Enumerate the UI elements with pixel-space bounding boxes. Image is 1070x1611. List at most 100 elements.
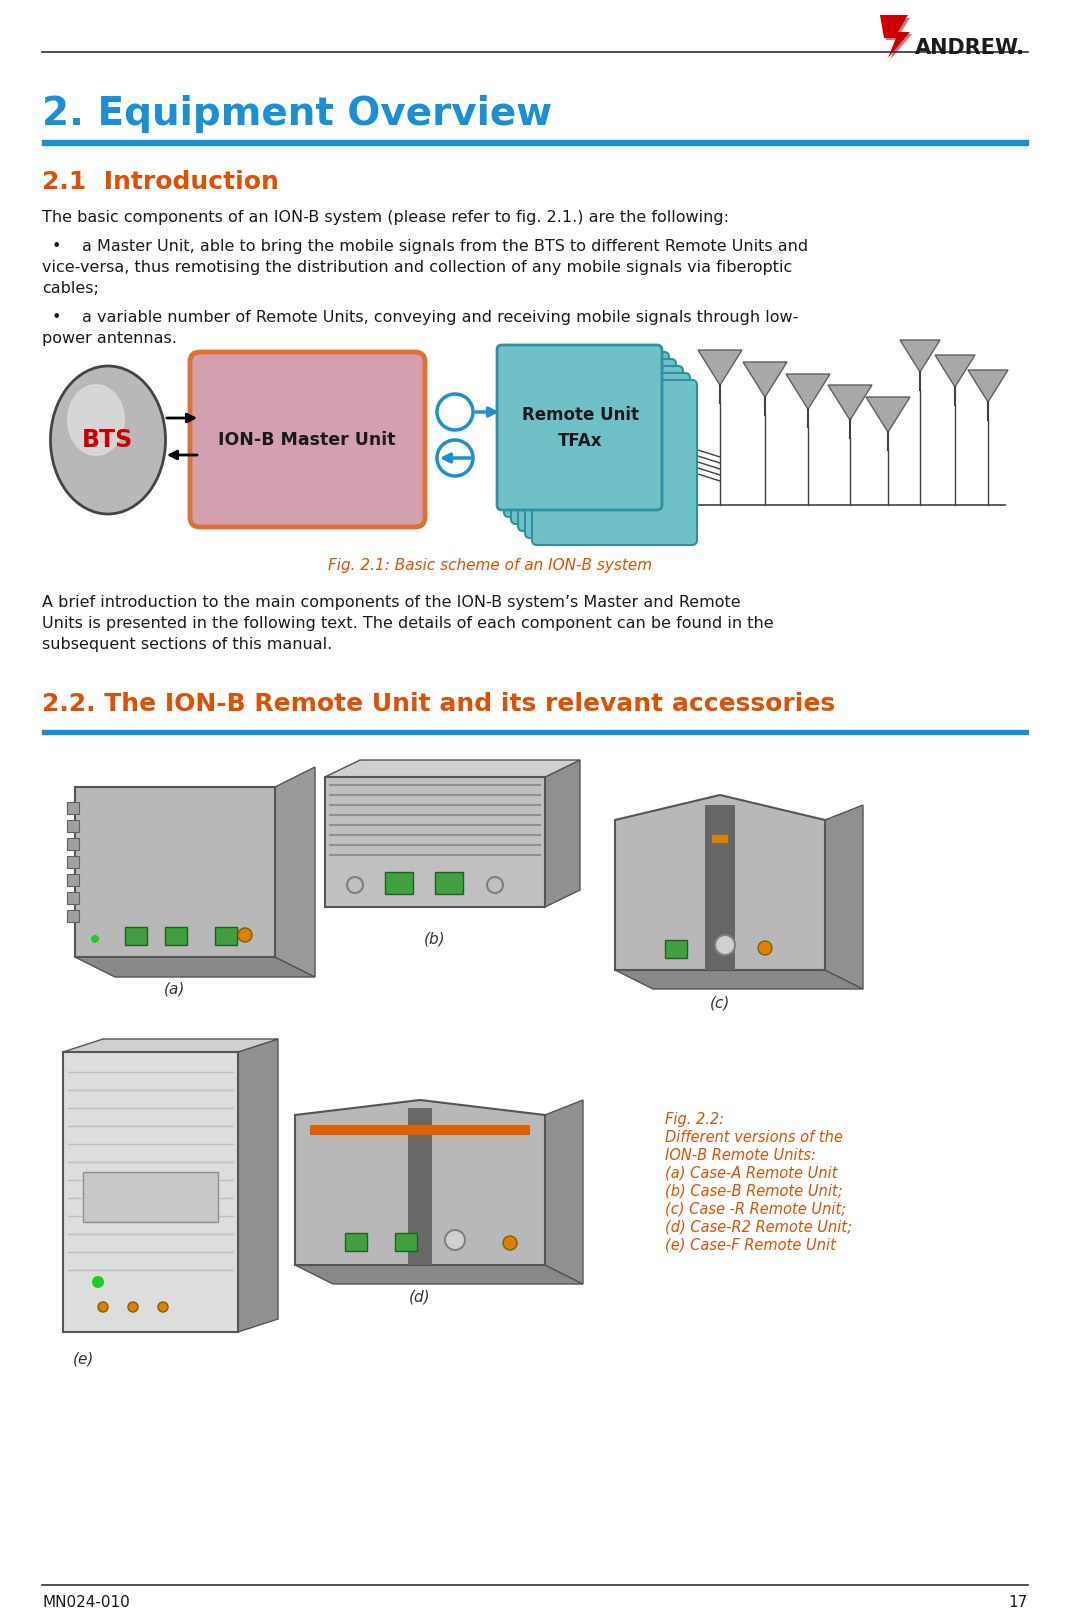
Text: 17: 17: [1009, 1595, 1028, 1609]
Text: Units is presented in the following text. The details of each component can be f: Units is presented in the following text…: [42, 615, 774, 632]
Text: (e): (e): [73, 1352, 94, 1368]
Polygon shape: [295, 1100, 545, 1265]
Text: •: •: [52, 309, 61, 325]
FancyBboxPatch shape: [518, 366, 683, 532]
Bar: [67, 855, 79, 868]
Circle shape: [92, 1276, 104, 1289]
Text: cables;: cables;: [42, 280, 98, 296]
Text: (d): (d): [409, 1290, 431, 1305]
Polygon shape: [615, 794, 825, 970]
Polygon shape: [743, 362, 788, 398]
Polygon shape: [238, 1039, 278, 1332]
Text: (a) Case-A Remote Unit: (a) Case-A Remote Unit: [664, 1166, 838, 1181]
Polygon shape: [698, 350, 742, 385]
Bar: [42, 730, 1028, 735]
Text: BTS: BTS: [82, 429, 134, 453]
Text: ION-B Remote Units:: ION-B Remote Units:: [664, 1149, 816, 1163]
Bar: [385, 872, 413, 894]
Circle shape: [445, 1231, 465, 1250]
Text: (c): (c): [709, 996, 730, 1010]
Bar: [83, 1171, 218, 1223]
Polygon shape: [880, 14, 910, 58]
Bar: [165, 926, 187, 946]
Polygon shape: [63, 1039, 278, 1052]
Bar: [67, 820, 79, 831]
Text: vice-versa, thus remotising the distribution and collection of any mobile signal: vice-versa, thus remotising the distribu…: [42, 259, 792, 275]
Bar: [408, 1108, 432, 1265]
Text: ANDREW.: ANDREW.: [915, 39, 1025, 58]
Polygon shape: [786, 374, 830, 409]
Bar: [435, 872, 463, 894]
Bar: [63, 1052, 238, 1332]
Polygon shape: [885, 18, 912, 60]
Circle shape: [437, 440, 473, 475]
Text: (b) Case-B Remote Unit;: (b) Case-B Remote Unit;: [664, 1184, 843, 1199]
Text: 2. Equipment Overview: 2. Equipment Overview: [42, 95, 552, 134]
Circle shape: [715, 934, 735, 955]
Polygon shape: [866, 396, 910, 432]
Polygon shape: [325, 760, 580, 777]
Bar: [395, 1232, 417, 1252]
Text: (a): (a): [165, 983, 186, 997]
Polygon shape: [935, 354, 975, 387]
Circle shape: [758, 941, 771, 955]
FancyBboxPatch shape: [525, 374, 690, 538]
Polygon shape: [828, 385, 872, 420]
Bar: [67, 875, 79, 886]
FancyBboxPatch shape: [532, 380, 697, 545]
Bar: [705, 806, 735, 970]
Bar: [67, 892, 79, 904]
Text: (b): (b): [424, 933, 446, 947]
Text: a variable number of Remote Units, conveying and receiving mobile signals throug: a variable number of Remote Units, conve…: [82, 309, 798, 325]
Text: ION-B Master Unit: ION-B Master Unit: [218, 432, 396, 449]
Circle shape: [487, 876, 503, 892]
Circle shape: [503, 1236, 517, 1250]
Circle shape: [98, 1302, 108, 1311]
Circle shape: [158, 1302, 168, 1311]
Ellipse shape: [50, 366, 166, 514]
Text: A brief introduction to the main components of the ION-B system’s Master and Rem: A brief introduction to the main compone…: [42, 594, 740, 611]
Polygon shape: [968, 371, 1008, 403]
Bar: [75, 788, 275, 957]
Polygon shape: [295, 1265, 583, 1284]
Bar: [67, 838, 79, 851]
FancyBboxPatch shape: [496, 345, 662, 511]
FancyBboxPatch shape: [511, 359, 676, 524]
Text: (e) Case-F Remote Unit: (e) Case-F Remote Unit: [664, 1237, 836, 1253]
Polygon shape: [545, 1100, 583, 1284]
FancyBboxPatch shape: [504, 351, 669, 517]
Circle shape: [128, 1302, 138, 1311]
Text: power antennas.: power antennas.: [42, 330, 177, 346]
Text: (d) Case-R2 Remote Unit;: (d) Case-R2 Remote Unit;: [664, 1220, 852, 1236]
Text: (c) Case -R Remote Unit;: (c) Case -R Remote Unit;: [664, 1202, 846, 1216]
Text: MN024-010: MN024-010: [42, 1595, 129, 1609]
Ellipse shape: [67, 383, 125, 456]
Text: Fig. 2.2:: Fig. 2.2:: [664, 1112, 724, 1128]
Polygon shape: [615, 970, 863, 989]
Bar: [664, 939, 687, 959]
Text: 2.2. The ION-B Remote Unit and its relevant accessories: 2.2. The ION-B Remote Unit and its relev…: [42, 693, 835, 715]
Bar: [712, 834, 728, 843]
Text: a Master Unit, able to bring the mobile signals from the BTS to different Remote: a Master Unit, able to bring the mobile …: [82, 238, 808, 255]
FancyBboxPatch shape: [190, 351, 425, 527]
Polygon shape: [900, 340, 941, 372]
Text: subsequent sections of this manual.: subsequent sections of this manual.: [42, 636, 333, 652]
Text: 2.1  Introduction: 2.1 Introduction: [42, 171, 279, 193]
Polygon shape: [825, 806, 863, 989]
Bar: [42, 140, 1028, 145]
Bar: [325, 777, 545, 907]
Circle shape: [437, 395, 473, 430]
Circle shape: [238, 928, 253, 942]
Bar: [125, 926, 147, 946]
Text: Fig. 2.1: Basic scheme of an ION-B system: Fig. 2.1: Basic scheme of an ION-B syste…: [327, 557, 652, 574]
Circle shape: [91, 934, 100, 942]
Bar: [215, 926, 236, 946]
Text: The basic components of an ION-B system (please refer to fig. 2.1.) are the foll: The basic components of an ION-B system …: [42, 209, 729, 226]
Circle shape: [347, 876, 363, 892]
Bar: [345, 1232, 367, 1252]
Polygon shape: [275, 767, 315, 976]
Text: Remote Unit
TFAx: Remote Unit TFAx: [521, 406, 639, 449]
Text: Different versions of the: Different versions of the: [664, 1129, 843, 1145]
Polygon shape: [75, 957, 315, 976]
Text: •: •: [52, 238, 61, 255]
